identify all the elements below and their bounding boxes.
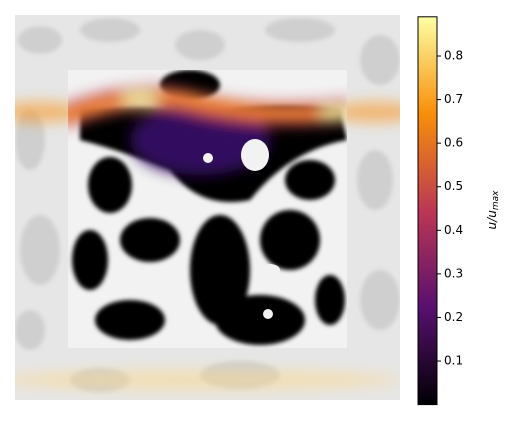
colorbar-tick-label: 0.8 <box>444 49 463 63</box>
colorbar-label: u/umax <box>485 190 501 230</box>
colorbar-tick-label: 0.3 <box>444 266 463 280</box>
colorbar-gradient <box>417 16 438 406</box>
colorbar-tick-label: 0.7 <box>444 92 463 106</box>
colorbar-label-subscript: max <box>491 190 501 210</box>
colorbar-label-main: u/u <box>485 210 499 230</box>
colorbar-tick-label: 0.1 <box>444 354 463 368</box>
colorbar-tick-label: 0.4 <box>444 223 463 237</box>
colorbar: 0.1 0.2 0.3 0.4 0.5 0.6 0.7 0.8 <box>417 16 463 406</box>
colorbar-tick-label: 0.5 <box>444 179 463 193</box>
colorbar-tick-label: 0.2 <box>444 310 463 324</box>
heatmap-field <box>15 15 400 400</box>
colorbar-tick-label: 0.6 <box>444 136 463 150</box>
